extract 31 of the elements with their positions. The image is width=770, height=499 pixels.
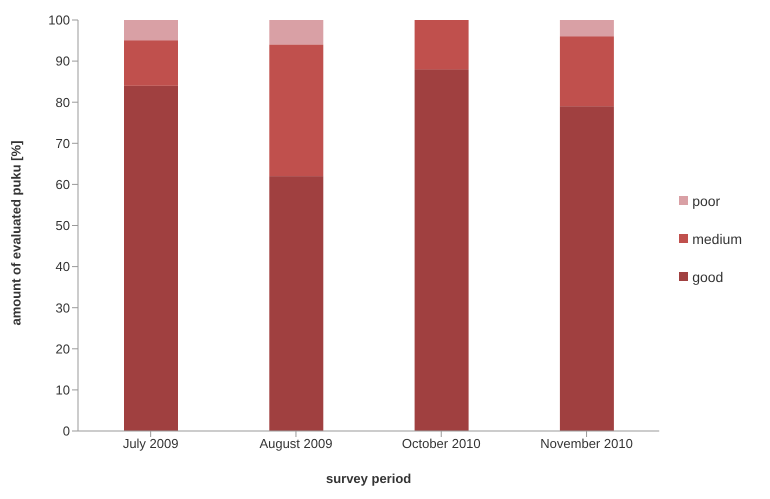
bar [124,40,178,86]
x-tick-label: November 2010 [540,436,633,452]
bar [269,44,324,176]
legend-label: poor [692,192,720,208]
bar [124,86,178,431]
y-tick-label: 30 [56,300,70,316]
x-tick-label: October 2010 [402,436,481,452]
y-tick-label: 90 [56,54,70,69]
bar [560,20,614,36]
bar [560,106,614,431]
bar [269,20,324,45]
y-tick-label: 20 [56,341,70,356]
legend-label: good [692,268,724,284]
bar [269,176,324,431]
legend-label: medium [692,230,742,246]
y-tick-label: 10 [56,382,70,398]
y-tick-label: 60 [56,177,70,192]
y-tick-label: 50 [56,218,70,234]
y-tick-label: 70 [56,136,70,151]
y-tick-label: 80 [56,94,70,110]
y-tick-label: 100 [48,12,70,28]
bar [124,20,178,41]
x-tick-label: August 2009 [259,436,332,452]
x-axis-title: survey period [326,471,412,486]
bar [414,69,469,431]
y-tick-label: 40 [56,259,70,274]
bar [414,20,469,70]
x-tick-label: July 2009 [122,436,178,452]
y-tick-label: 0 [62,424,70,439]
y-axis-title: amount of evaluated puku [%] [8,140,24,326]
bar [560,36,614,106]
